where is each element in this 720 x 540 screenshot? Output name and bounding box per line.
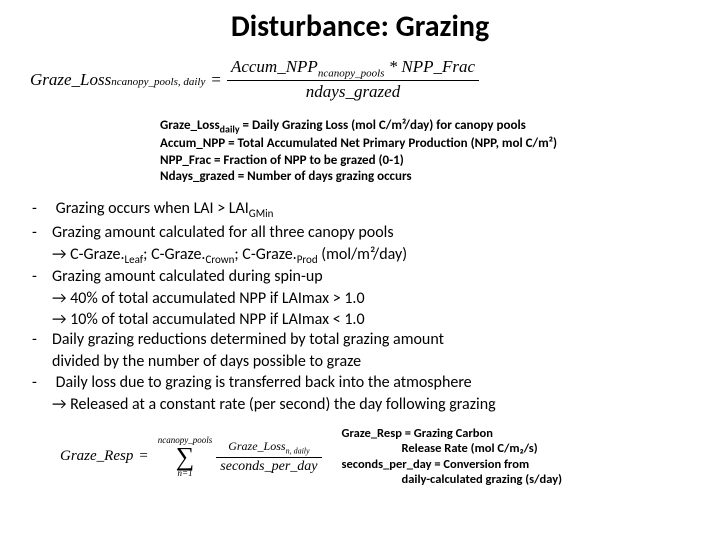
b2: Grazing amount calculated for all three … bbox=[52, 223, 690, 244]
resp-equation: Graze_Resp = ncanopy_pools ∑ n=1 Graze_L… bbox=[60, 436, 322, 477]
sigma-icon: ∑ bbox=[176, 445, 195, 468]
b1sub: GMin bbox=[249, 207, 274, 220]
b3b: → 40% of total accumulated NPP if LAImax… bbox=[30, 289, 690, 310]
b4b: divided by the number of days possible t… bbox=[30, 352, 690, 373]
b2bs2: Crown bbox=[205, 253, 234, 266]
b2bb: ; C-Graze. bbox=[143, 245, 205, 264]
b1a: Grazing occurs when LAI > LAI bbox=[56, 199, 249, 218]
b5b: → Released at a constant rate (per secon… bbox=[30, 395, 690, 416]
eq2-num: Graze_Loss bbox=[228, 439, 285, 453]
eq-lhs-sub: ncanopy_pools, daily bbox=[111, 76, 205, 88]
def1b: = Daily Grazing Loss (mol C/m²/day) for … bbox=[240, 118, 526, 133]
b2bd: (mol/m²/day) bbox=[318, 245, 407, 264]
b2ba: → C-Graze. bbox=[52, 245, 125, 264]
eq2-lhs: Graze_Resp bbox=[60, 448, 133, 465]
eq-lhs-main: Graze_Loss bbox=[30, 70, 111, 90]
eq2-den: seconds_per_day bbox=[216, 459, 321, 475]
def1a: Graze_Loss bbox=[160, 118, 220, 133]
b5: Daily loss due to grazing is transferred… bbox=[56, 373, 472, 392]
eq-num-right: NPP_Frac bbox=[401, 57, 475, 76]
b3: Grazing amount calculated during spin-up bbox=[52, 267, 690, 288]
eq-num-left: Accum_NPP bbox=[231, 57, 318, 76]
rdef2: Release Rate (mol C/m₂/s) bbox=[342, 441, 691, 457]
list-item: - Grazing occurs when LAI > LAIGMin bbox=[30, 199, 690, 221]
def2: Accum_NPP = Total Accumulated Net Primar… bbox=[160, 136, 690, 152]
definition-block: Graze_Lossdaily = Daily Grazing Loss (mo… bbox=[160, 118, 690, 185]
b2bs3: Prod bbox=[297, 253, 318, 266]
rdef3: seconds_per_day = Conversion from bbox=[342, 457, 691, 473]
rdef4: daily-calculated grazing (s/day) bbox=[342, 472, 691, 488]
list-item: - Grazing amount calculated during spin-… bbox=[30, 267, 690, 288]
b4: Daily grazing reductions determined by t… bbox=[52, 330, 690, 351]
def1sub: daily bbox=[220, 123, 240, 136]
list-item: - Daily grazing reductions determined by… bbox=[30, 330, 690, 351]
b3c: → 10% of total accumulated NPP if LAImax… bbox=[30, 310, 690, 331]
eq2-num-sub: n, daily bbox=[286, 447, 310, 456]
main-equation: Graze_Lossncanopy_pools, daily = Accum_N… bbox=[30, 57, 690, 102]
page-title: Disturbance: Grazing bbox=[30, 8, 690, 45]
b2bc: ; C-Graze. bbox=[234, 245, 296, 264]
eq-den: ndays_grazed bbox=[302, 82, 404, 102]
sum-bot: n=1 bbox=[178, 469, 193, 478]
right-definitions: Graze_Resp = Grazing Carbon Release Rate… bbox=[342, 426, 691, 489]
def4: Ndays_grazed = Number of days grazing oc… bbox=[160, 169, 690, 185]
eq-num-op: * bbox=[384, 57, 401, 76]
def3: NPP_Frac = Fraction of NPP to be grazed … bbox=[160, 153, 690, 169]
bullet-list: - Grazing occurs when LAI > LAIGMin - Gr… bbox=[30, 199, 690, 415]
eq-num-left-sub: ncanopy_pools bbox=[318, 67, 385, 79]
b2bs1: Leaf bbox=[125, 253, 144, 266]
eq-equals: = bbox=[211, 70, 221, 90]
list-item: - Grazing amount calculated for all thre… bbox=[30, 223, 690, 244]
rdef1: Graze_Resp = Grazing Carbon bbox=[342, 426, 691, 442]
list-item: - Daily loss due to grazing is transferr… bbox=[30, 373, 690, 394]
